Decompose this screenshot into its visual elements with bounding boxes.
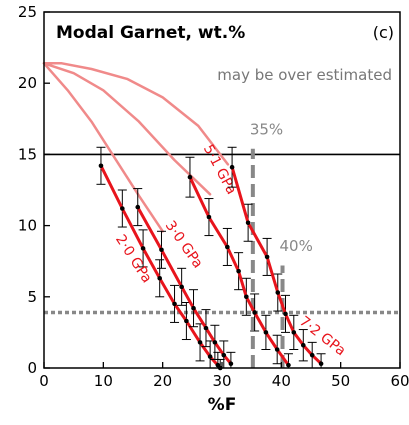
series-1-point-6	[221, 352, 227, 358]
x-tick-label-1: 10	[94, 372, 113, 390]
series-line-1	[136, 205, 233, 366]
series-2-point-2	[225, 244, 230, 250]
series-0-point-6	[197, 340, 203, 345]
series-2-point-4	[244, 294, 249, 300]
reference-label-3: 40%	[280, 237, 313, 255]
series-0-point-7	[207, 354, 213, 359]
x-tick-label-5: 50	[331, 372, 350, 390]
model-curve-2	[42, 62, 164, 233]
x-tick-label-0: 0	[39, 372, 49, 390]
series-3-point-6	[300, 342, 306, 348]
series-0-point-2	[140, 246, 146, 251]
model-curves-layer	[42, 62, 230, 233]
x-axis-title: %F	[208, 395, 237, 415]
y-tick-label-3: 15	[18, 145, 37, 163]
series-0-point-0	[98, 163, 104, 169]
x-tick-label-4: 40	[272, 372, 291, 390]
series-2-point-0	[187, 174, 193, 180]
series-line-0	[99, 164, 222, 370]
reference-lines-layer: 35% 40%	[44, 120, 400, 368]
y-tick-label-4: 20	[18, 74, 37, 92]
series-1-point-2	[179, 284, 184, 290]
series-3-point-3	[275, 290, 281, 295]
series-1-point-0	[135, 204, 141, 210]
ticks-layer: 0 10 20 30 40 50 60 0 5 10 15 20 25	[18, 3, 409, 390]
x-tick-label-3: 30	[212, 372, 231, 390]
series-3-point-1	[245, 220, 251, 226]
y-tick-label-0: 0	[27, 359, 37, 377]
series-1-point-5	[212, 340, 218, 345]
chart-title: Modal Garnet, wt.%	[56, 23, 245, 43]
series-2-point-1	[206, 214, 212, 220]
series-3-point-7	[309, 352, 315, 358]
series-label-3: 7·2 GPa	[296, 313, 348, 359]
model-curve-0	[42, 62, 230, 166]
series-1-point-7	[228, 361, 234, 367]
series-2-point-8	[286, 362, 291, 368]
series-3-point-0	[229, 164, 235, 170]
series-2-point-3	[236, 268, 241, 274]
series-1-point-1	[159, 247, 164, 253]
series-3-point-5	[291, 330, 297, 335]
labels-layer: Modal Garnet, wt.% (c) may be over estim…	[56, 23, 394, 415]
y-tick-label-2: 10	[18, 217, 37, 235]
series-1-point-4	[203, 325, 209, 331]
series-3-point-8	[318, 361, 324, 367]
y-tick-label-1: 5	[27, 288, 37, 306]
annotation-note: may be over estimated	[217, 66, 392, 84]
x-tick-label-6: 60	[390, 372, 409, 390]
series-2-point-6	[263, 330, 269, 335]
series-0-point-5	[184, 318, 189, 324]
series-0-point-1	[120, 206, 125, 211]
series-2-point-5	[252, 310, 257, 315]
series-1-point-3	[191, 305, 196, 311]
series-0-point-4	[172, 301, 177, 307]
series-3-point-2	[264, 254, 270, 260]
y-tick-label-5: 25	[18, 3, 37, 21]
x-tick-label-2: 20	[153, 372, 172, 390]
series-2-point-7	[274, 347, 280, 352]
model-curve-1	[42, 62, 212, 196]
series-3-point-4	[283, 311, 288, 317]
series-0-point-3	[157, 275, 162, 281]
panel-label: (c)	[373, 23, 394, 42]
reference-label-2: 35%	[250, 120, 283, 138]
